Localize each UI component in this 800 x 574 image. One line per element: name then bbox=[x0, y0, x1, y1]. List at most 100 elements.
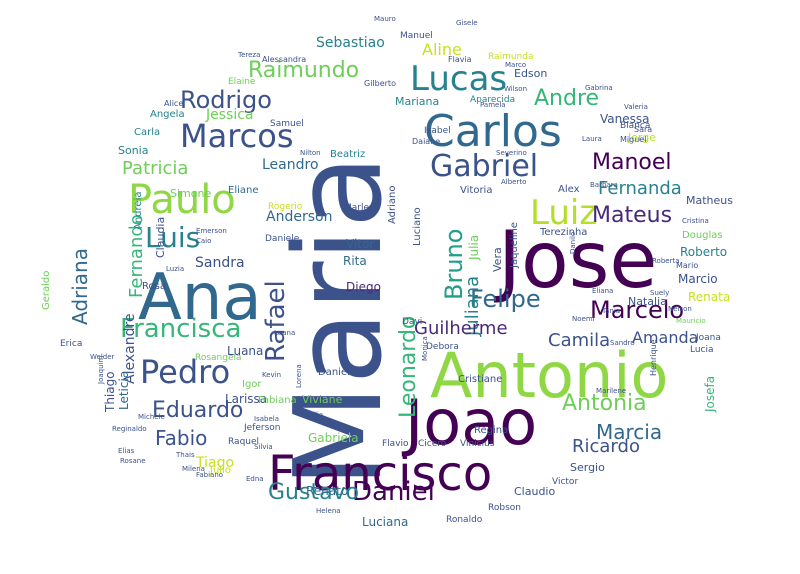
word-francisco: Francisco bbox=[268, 446, 493, 502]
word-gustavo: Gustavo bbox=[268, 480, 360, 505]
word-raimunda: Raimunda bbox=[488, 52, 534, 62]
word-jessica: Jessica bbox=[206, 107, 254, 123]
word-jose: Jose bbox=[498, 216, 658, 306]
word-helena: Helena bbox=[316, 507, 341, 515]
word-matheus: Matheus bbox=[686, 194, 733, 207]
word-manoel: Manoel bbox=[592, 150, 672, 175]
word-jaqueline: Jaqueline bbox=[509, 222, 520, 268]
word-valeria: Valeria bbox=[624, 103, 648, 111]
word-lucia: Lucia bbox=[690, 345, 714, 355]
word-ana: Ana bbox=[138, 261, 262, 335]
word-kevin: Kevin bbox=[262, 371, 282, 379]
word-flavio: Flavio bbox=[382, 439, 409, 449]
word-geraldo: Geraldo bbox=[41, 270, 52, 310]
word-antonia: Antonia bbox=[562, 391, 647, 416]
word-sandro: Sandro bbox=[610, 339, 635, 347]
word-aparecida: Aparecida bbox=[470, 95, 516, 105]
word-elias: Elias bbox=[118, 447, 135, 455]
word-tania: Tania bbox=[602, 307, 621, 315]
word-luzia: Luzia bbox=[166, 265, 185, 273]
word-renata: Renata bbox=[688, 290, 731, 304]
word-mauro: Mauro bbox=[374, 15, 396, 23]
word-sandra: Sandra bbox=[195, 255, 245, 271]
word-noemi: Noemi bbox=[572, 315, 595, 323]
word-nelson: Nelson bbox=[668, 305, 692, 313]
word-severino: Severino bbox=[496, 149, 527, 157]
word-adriana: Adriana bbox=[68, 248, 92, 325]
word-fernanda: Fernanda bbox=[598, 178, 682, 199]
word-bianca: Bianca bbox=[620, 121, 651, 131]
word-rogerio: Rogerio bbox=[268, 202, 303, 212]
word-andre: Andre bbox=[534, 86, 600, 111]
word-raimundo: Raimundo bbox=[248, 58, 360, 83]
word-roberto: Roberto bbox=[680, 245, 728, 259]
word-leandro: Leandro bbox=[262, 157, 319, 173]
word-joao: Joao bbox=[405, 386, 538, 459]
word-simone: Simone bbox=[170, 187, 212, 200]
word-carla: Carla bbox=[134, 127, 161, 138]
word-claudio: Claudio bbox=[514, 485, 556, 498]
word-lucas: Lucas bbox=[410, 59, 508, 99]
word-fabiana: Fabiana bbox=[258, 395, 297, 406]
word-raquel: Raquel bbox=[228, 437, 260, 447]
word-manuel: Manuel bbox=[400, 31, 433, 41]
word-vitoria: Vitoria bbox=[460, 185, 493, 196]
word-milena: Milena bbox=[182, 465, 205, 473]
word-renato: Renato bbox=[306, 484, 349, 498]
word-antonio: Antonio bbox=[430, 339, 669, 412]
word-mateus: Mateus bbox=[592, 203, 673, 228]
word-elaine: Elaine bbox=[228, 77, 256, 87]
word-aline: Aline bbox=[422, 40, 462, 59]
word-francisca: Francisca bbox=[120, 314, 242, 344]
word-luana: Luana bbox=[227, 344, 264, 358]
word-erica: Erica bbox=[60, 339, 83, 349]
word-davi: Davi bbox=[402, 317, 423, 327]
word-thais: Thais bbox=[176, 451, 195, 459]
word-natalia: Natalia bbox=[628, 295, 667, 308]
word-mariana: Mariana bbox=[395, 95, 440, 108]
word-douglas: Douglas bbox=[682, 230, 723, 241]
word-daniel: Daniel bbox=[352, 477, 435, 507]
word-isabel: Isabel bbox=[424, 126, 451, 136]
word-rosa: Rosa bbox=[142, 281, 166, 292]
word-luana: Luana bbox=[274, 329, 296, 337]
word-isabela: Isabela bbox=[254, 415, 279, 423]
word-marcia: Marcia bbox=[596, 420, 663, 444]
word-jorge: Jorge bbox=[628, 131, 657, 144]
word-eliana: Eliana bbox=[592, 287, 614, 295]
word-alberto: Alberto bbox=[501, 178, 527, 186]
word-pamela: Pamela bbox=[480, 101, 506, 109]
word-felipe: Felipe bbox=[470, 285, 541, 313]
word-reginaldo: Reginaldo bbox=[112, 425, 147, 433]
word-ricardo: Ricardo bbox=[572, 436, 640, 457]
word-mario: Mario bbox=[676, 261, 699, 270]
word-claudia: Claudia bbox=[154, 216, 167, 258]
word-samuel: Samuel bbox=[270, 119, 304, 129]
word-alessandra: Alessandra bbox=[262, 55, 307, 64]
word-cristiane: Cristiane bbox=[458, 374, 503, 385]
word-marilene: Marilene bbox=[596, 387, 627, 395]
word-gabriel: Gabriel bbox=[430, 149, 539, 184]
word-gabriela: Gabriela bbox=[308, 431, 359, 445]
word-daniela: Daniela bbox=[318, 367, 357, 378]
word-igor: Igor bbox=[242, 379, 262, 390]
word-luis: Luis bbox=[145, 221, 201, 254]
word-jeferson: Jeferson bbox=[244, 423, 281, 433]
word-lorena: Lorena bbox=[295, 364, 303, 388]
word-nilton: Nilton bbox=[300, 149, 321, 157]
word-vanessa: Vanessa bbox=[600, 112, 650, 126]
word-marcelo: Marcelo bbox=[590, 296, 685, 324]
word-cicero: Cicero bbox=[418, 439, 447, 449]
word-camila: Camila bbox=[548, 330, 611, 351]
word-laura: Laura bbox=[582, 135, 602, 143]
word-debora: Debora bbox=[426, 342, 459, 352]
word-joaquim: Joaquim bbox=[97, 355, 105, 384]
word-adriano: Adriano bbox=[387, 185, 398, 225]
word-vitor: Vitor bbox=[346, 237, 375, 251]
word-vera: Vera bbox=[491, 247, 504, 272]
word-welder: Welder bbox=[90, 353, 115, 361]
word-joana: Joana bbox=[696, 333, 721, 343]
word-michele: Michele bbox=[138, 413, 165, 421]
word-miguel: Miguel bbox=[620, 135, 647, 144]
